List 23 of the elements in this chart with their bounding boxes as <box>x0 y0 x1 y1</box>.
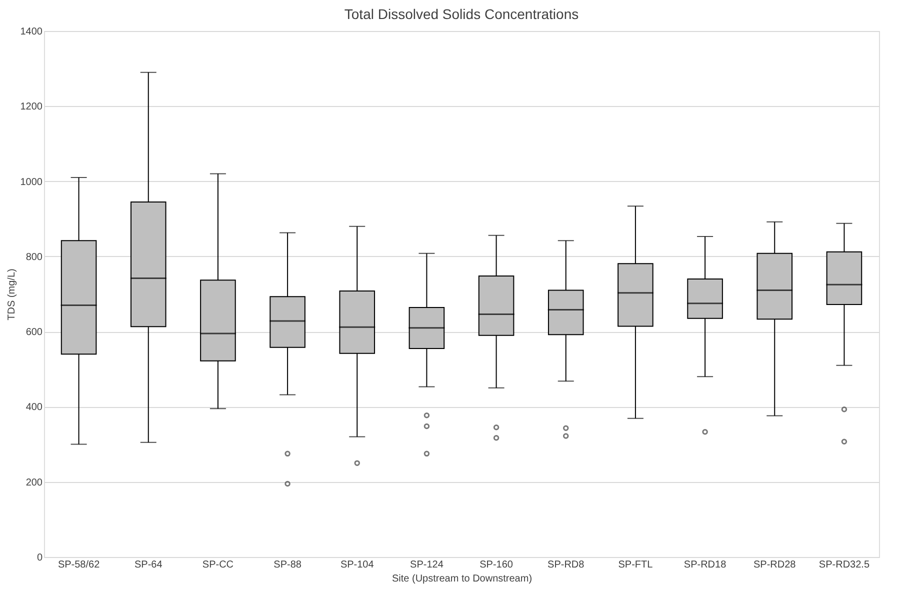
y-tick-label: 400 <box>26 402 43 414</box>
y-tick-label: 800 <box>26 252 43 263</box>
y-tick-label: 0 <box>36 552 43 564</box>
y-axis-title: TDS (mg/L) <box>6 268 18 320</box>
x-axis-title: Site (Upstream to Downstream) <box>392 574 532 584</box>
x-tick-label: SP-104 <box>340 560 374 570</box>
y-tick-label: 1200 <box>20 102 43 113</box>
x-tick-label: SP-RD18 <box>684 560 727 570</box>
y-tick-label: 1400 <box>20 26 43 38</box>
y-tick-label: 1000 <box>20 176 43 188</box>
x-tick-label: SP-88 <box>274 560 302 570</box>
x-tick-label: SP-64 <box>134 560 163 570</box>
x-tick-label: SP-RD32.5 <box>818 560 870 570</box>
y-tick-label: 200 <box>26 477 43 488</box>
y-tick-label: 600 <box>26 327 43 338</box>
x-tick-label: SP-160 <box>480 560 514 570</box>
x-tick-label: SP-CC <box>202 560 234 570</box>
x-tick-label: SP-RD8 <box>548 560 585 570</box>
x-tick-label: SP-RD28 <box>754 560 796 570</box>
x-tick-label: SP-124 <box>410 560 444 570</box>
x-tick-label: SP-FTL <box>618 560 654 570</box>
chart-title: Total Dissolved Solids Concentrations <box>344 6 579 22</box>
x-tick-label: SP-58/62 <box>58 560 100 570</box>
